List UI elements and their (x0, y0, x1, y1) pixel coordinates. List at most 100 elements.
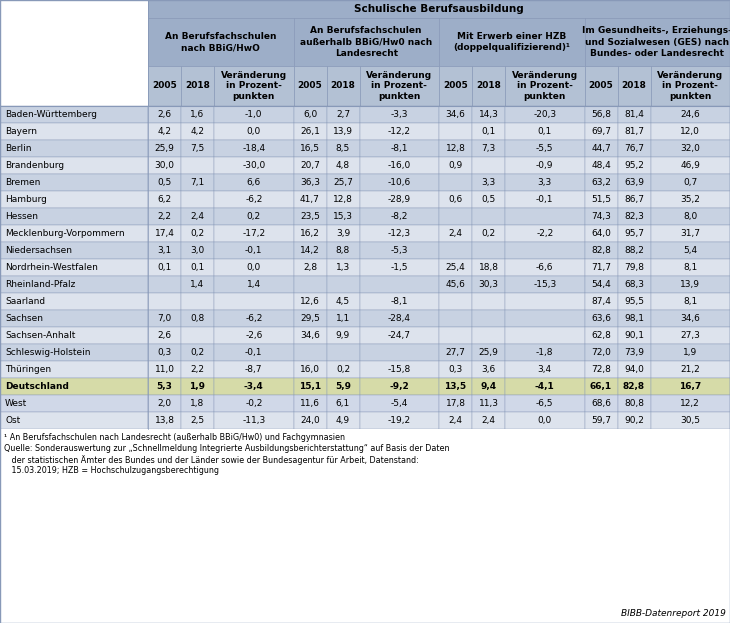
Text: 0,7: 0,7 (683, 178, 697, 187)
Bar (148, 327, 181, 344)
Bar (472, 412, 505, 429)
Text: -3,3: -3,3 (391, 110, 408, 119)
Bar (585, 327, 618, 344)
Text: 3,1: 3,1 (158, 246, 172, 255)
Bar (439, 327, 472, 344)
Text: Quelle: Sonderauswertung zur „Schnellmeldung Integrierte Ausbildungsberichtersta: Quelle: Sonderauswertung zur „Schnellmel… (4, 444, 450, 453)
Bar (214, 344, 293, 361)
Bar (472, 293, 505, 310)
Text: 8,0: 8,0 (683, 212, 697, 221)
Bar (650, 208, 730, 225)
Bar (148, 378, 181, 395)
Bar (439, 157, 472, 174)
Text: 7,0: 7,0 (158, 314, 172, 323)
Bar (618, 259, 650, 276)
Bar (181, 327, 214, 344)
Bar (326, 140, 359, 157)
Bar (181, 157, 214, 174)
Text: 82,3: 82,3 (624, 212, 644, 221)
Text: 5,4: 5,4 (683, 246, 697, 255)
Bar (618, 293, 650, 310)
Text: 25,4: 25,4 (445, 263, 466, 272)
Text: -24,7: -24,7 (388, 331, 411, 340)
Bar (439, 18, 585, 66)
Text: -2,2: -2,2 (536, 229, 553, 238)
Text: 25,9: 25,9 (155, 144, 174, 153)
Bar (472, 395, 505, 412)
Text: 12,8: 12,8 (445, 144, 466, 153)
Bar (439, 395, 472, 412)
Text: Sachsen: Sachsen (5, 314, 43, 323)
Text: 4,5: 4,5 (336, 297, 350, 306)
Text: 2,6: 2,6 (158, 331, 172, 340)
Text: -8,1: -8,1 (391, 144, 408, 153)
Bar (181, 378, 214, 395)
Bar (585, 191, 618, 208)
Text: BIBB-Datenreport 2019: BIBB-Datenreport 2019 (621, 609, 726, 618)
Text: Veränderung
in Prozent-
punkten: Veränderung in Prozent- punkten (657, 71, 723, 101)
Bar (181, 361, 214, 378)
Text: -30,0: -30,0 (242, 161, 266, 170)
Text: 3,4: 3,4 (538, 365, 552, 374)
Text: Baden-Württemberg: Baden-Württemberg (5, 110, 97, 119)
Bar (439, 242, 472, 259)
Text: 0,6: 0,6 (448, 195, 463, 204)
Text: 4,9: 4,9 (336, 416, 350, 425)
Text: -12,2: -12,2 (388, 127, 411, 136)
Bar (0, 208, 148, 225)
Text: -0,1: -0,1 (536, 195, 553, 204)
Bar (214, 225, 293, 242)
Bar (439, 259, 472, 276)
Bar (0, 123, 148, 140)
Bar (181, 412, 214, 429)
Bar (359, 242, 439, 259)
Bar (585, 208, 618, 225)
Text: Im Gesundheits-, Erziehungs-
und Sozialwesen (GES) nach
Bundes- oder Landesrecht: Im Gesundheits-, Erziehungs- und Sozialw… (583, 26, 730, 57)
Text: Hessen: Hessen (5, 212, 38, 221)
Bar (0, 174, 148, 191)
Bar (439, 276, 472, 293)
Text: 0,5: 0,5 (158, 178, 172, 187)
Text: -4,1: -4,1 (535, 382, 555, 391)
Bar (293, 157, 326, 174)
Bar (439, 174, 472, 191)
Text: 1,6: 1,6 (191, 110, 204, 119)
Text: 2005: 2005 (298, 82, 323, 90)
Text: 4,2: 4,2 (191, 127, 204, 136)
Bar (0, 242, 148, 259)
Text: 3,0: 3,0 (191, 246, 204, 255)
Text: 2,4: 2,4 (191, 212, 204, 221)
Text: Nordrhein-Westfalen: Nordrhein-Westfalen (5, 263, 98, 272)
Bar (618, 123, 650, 140)
Text: -0,2: -0,2 (245, 399, 263, 408)
Bar (505, 344, 585, 361)
Text: 23,5: 23,5 (300, 212, 320, 221)
Bar (326, 276, 359, 293)
Bar (650, 276, 730, 293)
Bar (472, 208, 505, 225)
Text: 2018: 2018 (476, 82, 501, 90)
Bar (472, 140, 505, 157)
Bar (293, 344, 326, 361)
Text: 2,5: 2,5 (191, 416, 204, 425)
Text: der statistischen Ämter des Bundes und der Länder sowie der Bundesagentur für Ar: der statistischen Ämter des Bundes und d… (4, 455, 419, 465)
Text: 27,7: 27,7 (445, 348, 466, 357)
Bar (181, 395, 214, 412)
Bar (0, 310, 148, 327)
Bar (359, 310, 439, 327)
Text: 2,6: 2,6 (158, 110, 172, 119)
Bar (650, 293, 730, 310)
Bar (214, 66, 293, 106)
Bar (585, 174, 618, 191)
Bar (505, 361, 585, 378)
Bar (181, 123, 214, 140)
Bar (585, 412, 618, 429)
Text: 0,9: 0,9 (448, 161, 463, 170)
Text: Mecklenburg-Vorpommern: Mecklenburg-Vorpommern (5, 229, 125, 238)
Text: 1,9: 1,9 (683, 348, 697, 357)
Bar (293, 174, 326, 191)
Text: 2,4: 2,4 (482, 416, 496, 425)
Text: 15,3: 15,3 (333, 212, 353, 221)
Bar (148, 0, 730, 18)
Bar (181, 225, 214, 242)
